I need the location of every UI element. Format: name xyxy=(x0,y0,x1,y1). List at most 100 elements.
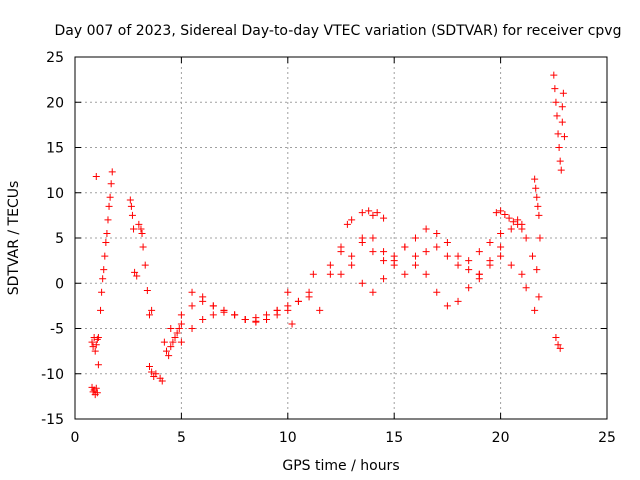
data-point xyxy=(551,85,559,93)
data-point xyxy=(348,252,356,260)
data-point xyxy=(175,325,183,332)
data-point xyxy=(348,261,356,269)
data-point xyxy=(501,210,509,218)
chart-title: Day 007 of 2023, Sidereal Day-to-day VTE… xyxy=(55,23,622,39)
series-arc-16 xyxy=(550,71,567,174)
data-point xyxy=(509,218,517,226)
data-point xyxy=(337,270,345,278)
data-point xyxy=(380,257,388,265)
data-point xyxy=(284,306,292,314)
data-point xyxy=(108,168,116,176)
data-point xyxy=(165,352,173,360)
data-point xyxy=(358,239,366,247)
data-point xyxy=(522,234,530,242)
data-point xyxy=(486,257,494,265)
data-point xyxy=(163,347,171,355)
data-point xyxy=(390,261,398,269)
series-arc-11 xyxy=(358,207,388,222)
data-point xyxy=(145,363,153,371)
data-point xyxy=(148,306,156,314)
data-point xyxy=(89,343,97,351)
y-tick-label: 15 xyxy=(46,141,64,157)
data-point xyxy=(497,229,505,237)
data-point xyxy=(486,239,494,247)
data-point xyxy=(160,338,168,346)
data-point xyxy=(141,261,149,269)
data-point xyxy=(128,211,136,219)
x-axis-title: GPS time / hours xyxy=(282,458,399,474)
series-arc-4 xyxy=(145,320,185,385)
data-point xyxy=(92,384,100,392)
data-point xyxy=(92,172,100,180)
series-arc-14 xyxy=(475,252,530,292)
data-point xyxy=(231,311,239,319)
data-point xyxy=(188,302,196,310)
data-point xyxy=(158,377,166,385)
data-point xyxy=(104,216,112,224)
data-point xyxy=(533,266,541,274)
series-arc-9 xyxy=(326,243,483,310)
data-point xyxy=(173,329,181,337)
data-point xyxy=(107,180,115,188)
data-point xyxy=(535,293,543,301)
data-point xyxy=(531,175,539,183)
data-point xyxy=(98,288,106,296)
x-tick-label: 10 xyxy=(279,430,297,446)
series-arc-7 xyxy=(188,288,296,328)
data-point xyxy=(505,214,513,222)
series-arc-2 xyxy=(92,168,116,342)
x-tick-label: 0 xyxy=(71,430,80,446)
data-point xyxy=(518,270,526,278)
data-point xyxy=(369,234,377,242)
data-point xyxy=(99,275,107,283)
data-point xyxy=(433,229,441,237)
data-point xyxy=(171,334,179,342)
data-point xyxy=(220,306,228,314)
data-point xyxy=(556,344,564,352)
data-point xyxy=(422,270,430,278)
data-point xyxy=(177,320,185,328)
data-point xyxy=(497,207,505,215)
y-tick-label: 25 xyxy=(46,50,64,66)
data-points xyxy=(88,71,568,399)
data-point xyxy=(91,347,99,355)
data-point xyxy=(177,338,185,346)
data-point xyxy=(106,193,114,201)
data-point xyxy=(560,133,568,141)
data-point xyxy=(209,302,217,310)
data-point xyxy=(433,243,441,251)
data-point xyxy=(94,334,102,342)
data-point xyxy=(94,361,102,369)
data-point xyxy=(358,209,366,217)
data-point xyxy=(497,243,505,251)
data-point xyxy=(133,272,141,280)
y-axis-title: SDTVAR / TECUs xyxy=(6,181,22,296)
data-point xyxy=(369,288,377,296)
data-point xyxy=(380,275,388,283)
data-point xyxy=(138,229,146,237)
y-tick-label: -10 xyxy=(41,367,64,383)
data-point xyxy=(558,118,566,126)
data-point xyxy=(130,225,138,233)
data-point xyxy=(365,207,373,215)
data-point xyxy=(401,243,409,251)
x-tick-labels: 0 5 10 15 20 25 xyxy=(71,430,616,446)
data-point xyxy=(126,196,134,204)
data-point xyxy=(263,315,271,323)
data-point xyxy=(97,306,105,314)
data-point xyxy=(533,193,541,201)
data-point xyxy=(143,286,151,294)
data-point xyxy=(475,248,483,256)
data-point xyxy=(137,225,145,233)
data-point xyxy=(188,288,196,296)
series-arc-5 xyxy=(167,293,313,332)
data-point xyxy=(199,315,207,323)
data-point xyxy=(518,225,526,233)
data-point xyxy=(443,252,451,260)
data-point xyxy=(188,325,196,332)
data-point xyxy=(536,234,544,242)
data-point xyxy=(326,270,334,278)
data-point xyxy=(532,184,540,192)
series-arc-15 xyxy=(531,175,544,242)
